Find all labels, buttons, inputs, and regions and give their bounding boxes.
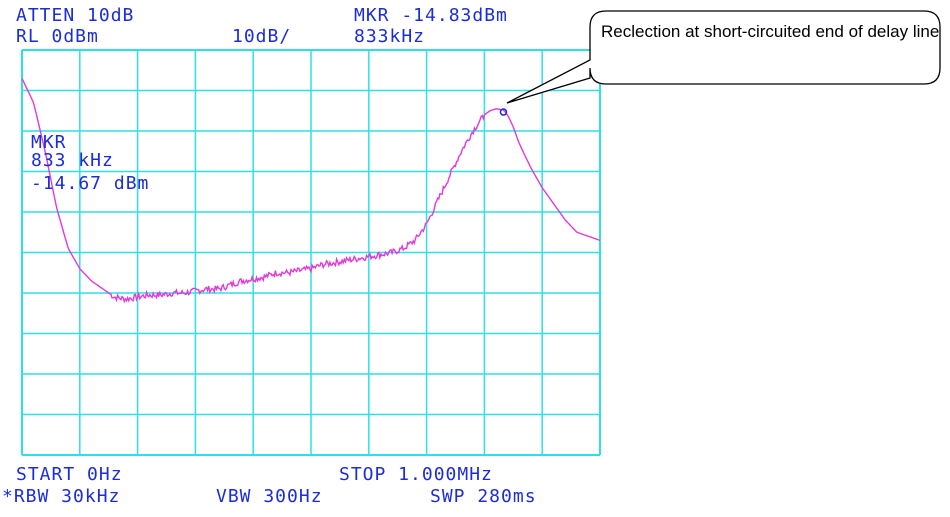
vbw-readout: VBW 300Hz — [216, 486, 323, 507]
callout-text: Reclection at short-circuited end of del… — [601, 22, 940, 41]
marker-layer — [499, 108, 508, 116]
stop-frequency-readout: STOP 1.000MHz — [339, 464, 493, 485]
marker-block-level: -14.67 dBm — [31, 173, 150, 194]
start-frequency-readout: START 0Hz — [16, 464, 123, 485]
reference-level-readout: RL 0dBm — [16, 26, 99, 47]
callout-layer — [506, 10, 941, 104]
marker-frequency-readout: 833kHz — [354, 26, 426, 47]
scale-readout: 10dB/ — [232, 26, 292, 47]
callout-bubble — [506, 10, 941, 104]
sweep-time-readout: SWP 280ms — [430, 486, 537, 507]
marker-label: MKR — [31, 132, 67, 153]
rbw-readout: *RBW 30kHz — [2, 486, 121, 507]
marker-level-readout: MKR -14.83dBm — [354, 5, 508, 26]
trace-layer — [21, 78, 601, 304]
graticule-grid — [21, 49, 601, 456]
atten-readout: ATTEN 10dB — [16, 5, 135, 26]
spectrum-trace — [21, 78, 601, 304]
marker-point — [499, 108, 508, 116]
marker-block-frequency: 833 kHz — [31, 150, 114, 171]
